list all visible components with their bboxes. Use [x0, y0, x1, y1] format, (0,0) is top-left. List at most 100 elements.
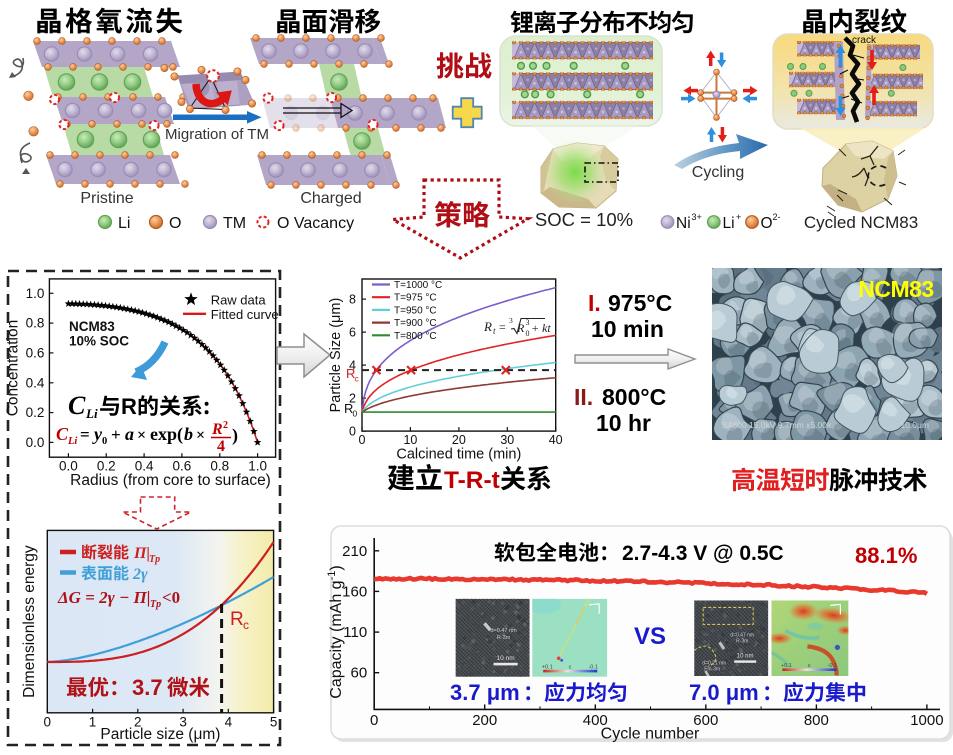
svg-text:10% SOC: 10% SOC	[69, 334, 129, 349]
svg-text:0.6: 0.6	[26, 345, 45, 360]
svg-text:0.4: 0.4	[135, 459, 154, 474]
svg-text:c: c	[355, 374, 360, 384]
svg-text:60: 60	[351, 665, 368, 682]
svg-text:-0.1: -0.1	[828, 663, 837, 669]
svg-text:Fitted curve: Fitted curve	[211, 307, 279, 322]
svg-text:Cycled NCM83: Cycled NCM83	[804, 213, 918, 232]
svg-text:Raw data: Raw data	[211, 293, 267, 308]
svg-text:0.8: 0.8	[210, 459, 229, 474]
svg-text:NCM83: NCM83	[858, 276, 933, 302]
svg-text:T=950 °C: T=950 °C	[394, 305, 437, 316]
svg-text:R-3m: R-3m	[736, 638, 748, 644]
svg-text:1.0: 1.0	[26, 286, 45, 301]
svg-text:II.: II.	[574, 384, 593, 410]
svg-text:4: 4	[217, 438, 225, 455]
svg-text:Cycling: Cycling	[692, 164, 744, 181]
svg-text:Ni: Ni	[676, 215, 691, 232]
svg-text:0.2: 0.2	[97, 459, 116, 474]
svg-text:=: =	[499, 320, 506, 334]
svg-text:VS: VS	[634, 623, 666, 650]
svg-text:600: 600	[693, 712, 718, 729]
svg-text:110: 110	[343, 624, 367, 641]
svg-text:+0.1: +0.1	[542, 664, 553, 670]
svg-text:20: 20	[452, 433, 466, 447]
svg-text:975°C: 975°C	[608, 290, 672, 316]
svg-text:crack: crack	[852, 35, 877, 46]
svg-text:7.0 μm: 7.0 μm	[689, 680, 759, 705]
svg-text:+: +	[736, 212, 741, 222]
svg-text:d=0.47 nm: d=0.47 nm	[730, 632, 754, 638]
svg-text:8: 8	[349, 293, 356, 307]
svg-text:Li: Li	[723, 215, 735, 232]
svg-text:2.7-4.3 V @ 0.5C: 2.7-4.3 V @ 0.5C	[622, 542, 784, 565]
svg-text:T=900 °C: T=900 °C	[394, 318, 437, 329]
svg-text:+: +	[111, 425, 121, 444]
svg-text:T=1000 °C: T=1000 °C	[394, 280, 442, 291]
svg-text:): )	[232, 425, 238, 446]
svg-text:Particle Size (μm): Particle Size (μm)	[328, 298, 344, 413]
svg-text:Fm-3m: Fm-3m	[704, 666, 720, 672]
svg-text:c: c	[243, 618, 249, 632]
svg-text:exp(: exp(	[150, 424, 183, 445]
svg-text:C: C	[68, 391, 86, 420]
svg-text:2: 2	[134, 714, 142, 729]
svg-text:1: 1	[89, 714, 97, 729]
svg-text:800: 800	[804, 712, 829, 729]
svg-text:R: R	[211, 421, 223, 438]
svg-text:O: O	[761, 215, 773, 232]
svg-text:T=800 °C: T=800 °C	[394, 331, 437, 342]
svg-text:Radius (from core to surface): Radius (from core to surface)	[70, 472, 271, 489]
svg-text:0.4: 0.4	[26, 375, 45, 390]
svg-text:d=0.47 nm: d=0.47 nm	[491, 628, 518, 634]
svg-text:R: R	[483, 319, 492, 334]
svg-text:0: 0	[526, 329, 530, 338]
svg-text:0.0: 0.0	[59, 459, 78, 474]
svg-text:TM: TM	[223, 215, 246, 232]
svg-text:1000: 1000	[910, 712, 943, 729]
svg-text:10 nm: 10 nm	[497, 655, 515, 662]
svg-text:Charged: Charged	[300, 190, 361, 207]
svg-text:160: 160	[342, 583, 367, 600]
svg-text:ε: ε	[808, 663, 811, 669]
svg-text:2: 2	[223, 420, 228, 431]
svg-text:b: b	[184, 424, 193, 444]
svg-text:I.: I.	[588, 290, 601, 316]
svg-text:0.2: 0.2	[26, 405, 45, 420]
svg-text:Pristine: Pristine	[80, 190, 133, 207]
svg-text:200: 200	[472, 712, 497, 729]
svg-text:-0.1: -0.1	[588, 664, 597, 670]
svg-text:Li: Li	[85, 406, 98, 421]
svg-text:4: 4	[349, 359, 356, 373]
svg-text:R: R	[230, 609, 244, 630]
svg-text:Migration of TM: Migration of TM	[165, 126, 269, 143]
svg-text:R: R	[346, 366, 355, 381]
svg-text:30: 30	[500, 433, 514, 447]
svg-text:2γ: 2γ	[132, 566, 148, 583]
svg-text:10 nm: 10 nm	[737, 653, 754, 659]
svg-text:t: t	[493, 326, 496, 336]
svg-text:3+: 3+	[692, 212, 702, 222]
svg-text:ΔG = 2γ − Π|: ΔG = 2γ − Π|	[57, 588, 150, 607]
svg-text:0.8: 0.8	[26, 316, 45, 331]
svg-text:0.0: 0.0	[26, 435, 45, 450]
svg-text:2: 2	[349, 392, 356, 406]
svg-text:Li: Li	[118, 215, 130, 232]
svg-text:T=975 °C: T=975 °C	[394, 293, 437, 304]
svg-text:88.1%: 88.1%	[855, 543, 917, 568]
svg-text:S4800 15.0kV 9.7mm x5.00k: S4800 15.0kV 9.7mm x5.00k	[722, 420, 832, 430]
svg-text:4: 4	[225, 714, 233, 729]
svg-text:400: 400	[583, 712, 608, 729]
svg-text:2-: 2-	[773, 212, 781, 222]
svg-text:Π|: Π|	[133, 545, 150, 562]
svg-text:0: 0	[370, 712, 378, 729]
svg-text:R: R	[121, 394, 137, 419]
svg-text:Particle size (μm): Particle size (μm)	[100, 726, 220, 743]
svg-text:Li: Li	[67, 436, 77, 447]
svg-text:T-R-t: T-R-t	[444, 467, 500, 494]
svg-text:×: ×	[137, 427, 146, 444]
svg-text:10 min: 10 min	[591, 316, 664, 342]
svg-text:0.6: 0.6	[173, 459, 192, 474]
svg-text:10 hr: 10 hr	[596, 410, 651, 436]
svg-text:3: 3	[179, 714, 187, 729]
svg-text:Cycle number: Cycle number	[601, 726, 700, 743]
